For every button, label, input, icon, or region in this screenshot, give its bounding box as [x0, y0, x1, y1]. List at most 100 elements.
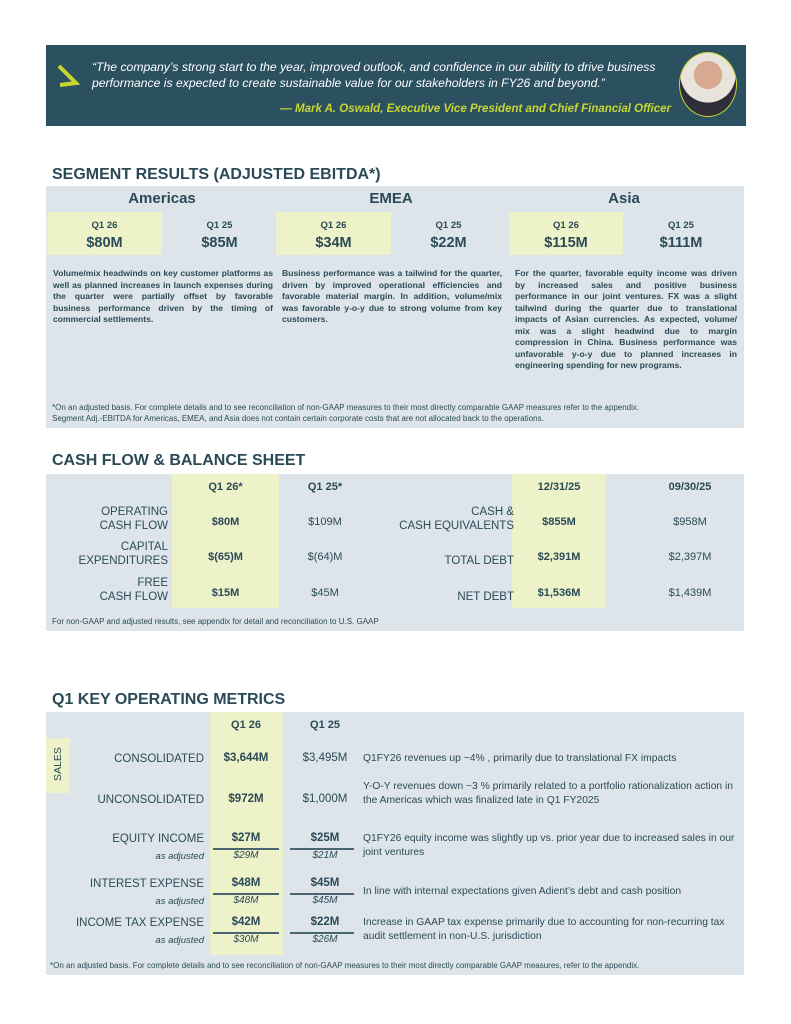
metric-commentary: Increase in GAAP tax expense primarily d…: [363, 917, 725, 942]
prior-quarter-value: $85M: [201, 235, 238, 251]
as-adjusted-label: as adjusted: [155, 935, 204, 946]
balance-row-label-2: CASH EQUIVALENTS: [399, 520, 514, 532]
balance-current-value: $855M: [542, 516, 576, 528]
metrics-highlight-column: [210, 712, 283, 955]
prior-quarter-value: $22M: [430, 235, 467, 251]
quote-banner: “The company’s strong start to the year,…: [46, 45, 746, 126]
segment-footnote-1: *On an adjusted basis. For complete deta…: [52, 403, 640, 412]
balance-row-label-2: NET DEBT: [457, 591, 514, 603]
metric-current-adjusted: $48M: [233, 895, 259, 906]
current-quarter-value: $34M: [315, 235, 352, 251]
sales-current-value: $972M: [228, 793, 264, 805]
sales-row-label: UNCONSOLIDATED: [97, 794, 205, 806]
balance-current-value: $1,536M: [537, 587, 581, 599]
metric-current-adjusted: $30M: [233, 934, 259, 945]
cash-footnote: For non-GAAP and adjusted results, see a…: [52, 617, 379, 626]
balance-prior-value: $2,397M: [668, 551, 712, 563]
metric-row-label: INTEREST EXPENSE: [89, 878, 204, 890]
divider-line: [213, 893, 279, 895]
sales-prior-value: $3,495M: [302, 752, 348, 764]
metrics-title: Q1 KEY OPERATING METRICS: [52, 691, 286, 708]
quote-text: “The company’s strong start to the year,…: [92, 60, 656, 90]
cash-row-label-2: EXPENDITURES: [78, 555, 168, 567]
region-name: Asia: [608, 190, 640, 207]
sales-commentary: Q1FY26 revenues up ~4% , primarily due t…: [363, 753, 677, 764]
cash-current-value: $80M: [211, 516, 240, 528]
current-quarter-value: $115M: [544, 235, 588, 251]
region-name: EMEA: [369, 190, 413, 207]
balance-highlight-column: [512, 474, 606, 608]
metric-commentary: In line with internal expectations given…: [363, 886, 682, 897]
balance-row-label-1: CASH &: [471, 506, 514, 518]
metric-current-value: $48M: [231, 877, 261, 889]
chevron-logo-icon: [57, 64, 81, 87]
cfo-portrait: [679, 52, 737, 117]
metrics-panel: [46, 712, 744, 975]
metric-current-value: $42M: [231, 916, 261, 928]
metric-commentary: Q1FY26 equity income was slightly up vs.…: [363, 833, 735, 858]
as-adjusted-label: as adjusted: [155, 896, 204, 907]
cash-header-q1-25: Q1 25*: [307, 481, 343, 493]
segment-title: SEGMENT RESULTS (ADJUSTED EBITDA*): [52, 166, 381, 183]
sales-row-label: CONSOLIDATED: [114, 753, 204, 765]
region-commentary: Volume/mix headwinds on key customer pla…: [53, 268, 273, 324]
balance-header-prior: 09/30/25: [668, 481, 712, 493]
cash-header-q1-26: Q1 26*: [208, 481, 243, 493]
segment-footnote-2: Segment Adj.-EBITDA for Americas, EMEA, …: [52, 414, 544, 423]
cash-row-label-1: CAPITAL: [120, 541, 168, 553]
divider-line: [213, 848, 279, 850]
current-quarter-value: $80M: [86, 235, 123, 251]
current-quarter-box: [47, 212, 162, 255]
metric-prior-adjusted: $45M: [312, 895, 338, 906]
current-quarter-label: Q1 26: [320, 220, 347, 231]
sales-prior-value: $1,000M: [302, 793, 348, 805]
prior-quarter-label: Q1 25: [668, 220, 694, 231]
cash-current-value: $(65)M: [208, 551, 243, 563]
current-quarter-label: Q1 26: [553, 220, 579, 231]
divider-line: [290, 893, 354, 895]
cash-row-label-1: FREE: [137, 577, 168, 589]
sales-label-box: [46, 738, 70, 793]
balance-row-label-2: TOTAL DEBT: [444, 555, 514, 567]
cash-current-value: $15M: [211, 587, 240, 599]
cash-row-label-2: CASH FLOW: [99, 520, 168, 532]
balance-prior-value: $958M: [673, 516, 707, 528]
current-quarter-box: [509, 212, 623, 255]
metric-row-label: EQUITY INCOME: [112, 833, 204, 845]
balance-header-current: 12/31/25: [537, 481, 581, 493]
balance-prior-value: $1,439M: [668, 587, 712, 599]
quote-author: — Mark A. Oswald, Executive Vice Preside…: [280, 103, 671, 115]
metric-prior-adjusted: $21M: [312, 850, 338, 861]
cash-prior-value: $109M: [308, 516, 342, 528]
cash-panel: [46, 474, 744, 631]
prior-quarter-value: $111M: [659, 235, 703, 251]
metric-current-adjusted: $29M: [233, 850, 259, 861]
cash-prior-value: $(64)M: [307, 551, 343, 563]
sales-current-value: $3,644M: [223, 752, 269, 764]
metrics-header-q1-26: Q1 26: [231, 719, 261, 731]
region-commentary: Business performance was a tailwind for …: [282, 268, 502, 324]
cash-row-label-2: CASH FLOW: [99, 591, 168, 603]
region-name: Americas: [128, 190, 196, 207]
prior-quarter-label: Q1 25: [435, 220, 462, 231]
metric-row-label: INCOME TAX EXPENSE: [75, 917, 204, 929]
as-adjusted-label: as adjusted: [155, 851, 204, 862]
cash-highlight-column: [172, 474, 279, 608]
divider-line: [290, 848, 354, 850]
metric-prior-adjusted: $26M: [312, 934, 338, 945]
divider-line: [290, 932, 354, 934]
prior-quarter-label: Q1 25: [206, 220, 233, 231]
region-commentary: For the quarter, favorable equity income…: [515, 268, 737, 370]
cash-title: CASH FLOW & BALANCE SHEET: [52, 452, 306, 469]
balance-current-value: $2,391M: [537, 551, 581, 563]
cash-row-label-1: OPERATING: [101, 506, 168, 518]
sales-label: SALES: [52, 747, 64, 781]
metrics-header-q1-25: Q1 25: [310, 719, 340, 731]
current-quarter-label: Q1 26: [91, 220, 118, 231]
divider-line: [213, 932, 279, 934]
metric-prior-value: $25M: [310, 832, 340, 844]
sales-commentary: Y-O-Y revenues down ~3 % primarily relat…: [363, 781, 734, 806]
metric-current-value: $27M: [231, 832, 261, 844]
metric-prior-value: $45M: [310, 877, 340, 889]
segment-panel: [46, 186, 744, 428]
